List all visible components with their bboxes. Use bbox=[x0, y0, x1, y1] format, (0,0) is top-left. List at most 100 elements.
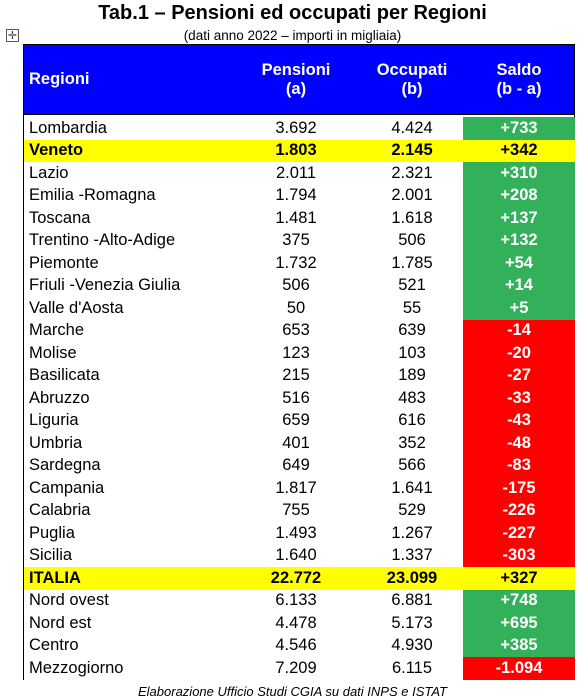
table-row: Nord est 4.478 5.173 +695 bbox=[24, 612, 575, 635]
cell-occupati: 616 bbox=[398, 411, 426, 430]
header-occupati-sub: (b) bbox=[401, 79, 423, 98]
table-row: Veneto 1.803 2.145 +342 bbox=[24, 139, 575, 162]
cell-saldo: -14 bbox=[463, 319, 575, 342]
table-row: Calabria 755 529 -226 bbox=[24, 499, 575, 522]
cell-pensioni: 22.772 bbox=[270, 568, 322, 587]
cell-pensioni: 1.493 bbox=[275, 523, 317, 542]
cell-saldo: +5 bbox=[463, 297, 575, 320]
cell-saldo: -20 bbox=[463, 342, 575, 365]
cell-regione: Sardegna bbox=[29, 456, 101, 475]
cell-regione: Emilia -Romagna bbox=[29, 186, 156, 205]
table-row: Friuli -Venezia Giulia 506 521 +14 bbox=[24, 274, 575, 297]
cell-occupati: 6.881 bbox=[391, 591, 433, 610]
table-row: Toscana 1.481 1.618 +137 bbox=[24, 207, 575, 230]
cell-pensioni: 375 bbox=[282, 231, 310, 250]
cell-regione: Veneto bbox=[29, 141, 84, 160]
cell-occupati: 4.930 bbox=[391, 636, 433, 655]
cell-pensioni: 653 bbox=[282, 321, 310, 340]
cell-saldo: -83 bbox=[463, 454, 575, 477]
cell-regione: Liguria bbox=[29, 411, 79, 430]
table-title: Tab.1 – Pensioni ed occupati per Regioni bbox=[98, 2, 487, 24]
table-subtitle: (dati anno 2022 – importi in migliaia) bbox=[183, 28, 402, 43]
cell-pensioni: 755 bbox=[282, 501, 310, 520]
cell-regione: Valle d'Aosta bbox=[29, 298, 124, 317]
cell-pensioni: 506 bbox=[282, 276, 310, 295]
cell-saldo: -303 bbox=[463, 544, 575, 567]
cell-saldo: +310 bbox=[463, 162, 575, 185]
header-saldo: Saldo (b - a) bbox=[463, 45, 575, 114]
cell-pensioni: 1.732 bbox=[275, 253, 317, 272]
cell-occupati: 1.641 bbox=[391, 478, 433, 497]
cell-regione: Marche bbox=[29, 321, 85, 340]
cell-saldo: +14 bbox=[463, 274, 575, 297]
cell-pensioni: 649 bbox=[282, 456, 310, 475]
table-row: Campania 1.817 1.641 -175 bbox=[24, 477, 575, 500]
cell-occupati: 639 bbox=[398, 321, 426, 340]
cell-saldo: +342 bbox=[463, 139, 575, 162]
table-row: Mezzogiorno 7.209 6.115 -1.094 bbox=[24, 657, 575, 680]
cell-pensioni: 123 bbox=[282, 343, 310, 362]
cell-occupati: 521 bbox=[398, 276, 426, 295]
table-row: Centro 4.546 4.930 +385 bbox=[24, 634, 575, 657]
cell-pensioni: 1.794 bbox=[275, 186, 317, 205]
cell-saldo: +385 bbox=[463, 634, 575, 657]
table-row: Lombardia 3.692 4.424 +733 bbox=[24, 117, 575, 140]
table-row: Trentino -Alto-Adige 375 506 +132 bbox=[24, 229, 575, 252]
table-row: Abruzzo 516 483 -33 bbox=[24, 387, 575, 410]
cell-regione: Puglia bbox=[29, 523, 75, 542]
cell-occupati: 2.321 bbox=[391, 163, 433, 182]
cell-occupati: 1.267 bbox=[391, 523, 433, 542]
cell-saldo: +748 bbox=[463, 589, 575, 612]
move-cross-icon[interactable]: ✛ bbox=[6, 29, 19, 42]
table-row: Emilia -Romagna 1.794 2.001 +208 bbox=[24, 184, 575, 207]
cell-pensioni: 215 bbox=[282, 366, 310, 385]
table-row: Molise 123 103 -20 bbox=[24, 342, 575, 365]
cell-occupati: 23.099 bbox=[386, 568, 438, 587]
cell-occupati: 103 bbox=[398, 343, 426, 362]
cell-saldo: -175 bbox=[463, 477, 575, 500]
cell-regione: Lombardia bbox=[29, 118, 107, 137]
cell-occupati: 6.115 bbox=[391, 658, 433, 677]
cell-saldo: +137 bbox=[463, 207, 575, 230]
cell-regione: Mezzogiorno bbox=[29, 658, 124, 677]
cell-occupati: 506 bbox=[398, 231, 426, 250]
cell-saldo: -43 bbox=[463, 409, 575, 432]
table-header: Regioni Pensioni (a) Occupati (b) Saldo … bbox=[24, 45, 574, 115]
table-row: Basilicata 215 189 -27 bbox=[24, 364, 575, 387]
cell-occupati: 1.618 bbox=[391, 208, 433, 227]
cell-pensioni: 659 bbox=[282, 411, 310, 430]
header-pensioni-label: Pensioni bbox=[261, 60, 331, 79]
header-regioni: Regioni bbox=[29, 45, 229, 114]
cell-occupati: 4.424 bbox=[391, 118, 433, 137]
cell-regione: Trentino -Alto-Adige bbox=[29, 231, 176, 250]
cell-saldo: +54 bbox=[463, 252, 575, 275]
cell-pensioni: 401 bbox=[282, 433, 310, 452]
cell-occupati: 529 bbox=[398, 501, 426, 520]
cell-pensioni: 50 bbox=[286, 298, 306, 317]
cell-saldo: +695 bbox=[463, 612, 575, 635]
cell-saldo: -27 bbox=[463, 364, 575, 387]
table-row: Piemonte 1.732 1.785 +54 bbox=[24, 252, 575, 275]
cell-regione: ITALIA bbox=[29, 568, 81, 587]
cell-pensioni: 3.692 bbox=[275, 118, 317, 137]
cell-saldo: -48 bbox=[463, 432, 575, 455]
cell-regione: Basilicata bbox=[29, 366, 100, 385]
cell-occupati: 566 bbox=[398, 456, 426, 475]
cell-occupati: 5.173 bbox=[391, 613, 433, 632]
header-pensioni: Pensioni (a) bbox=[241, 45, 351, 114]
cell-occupati: 2.001 bbox=[391, 186, 433, 205]
cell-pensioni: 4.546 bbox=[275, 636, 317, 655]
cell-saldo: -226 bbox=[463, 499, 575, 522]
cell-pensioni: 1.817 bbox=[275, 478, 317, 497]
cell-occupati: 2.145 bbox=[391, 141, 433, 160]
cell-occupati: 55 bbox=[402, 298, 422, 317]
table-body: Lombardia 3.692 4.424 +733 Veneto 1.803 2.145 +… bbox=[24, 117, 575, 680]
cell-pensioni: 1.803 bbox=[275, 141, 317, 160]
header-saldo-label: Saldo bbox=[496, 60, 542, 79]
cell-saldo: -33 bbox=[463, 387, 575, 410]
table-row: Sicilia 1.640 1.337 -303 bbox=[24, 544, 575, 567]
cell-regione: Campania bbox=[29, 478, 105, 497]
cell-regione: Abruzzo bbox=[29, 388, 90, 407]
cell-pensioni: 7.209 bbox=[275, 658, 317, 677]
cell-occupati: 1.337 bbox=[391, 546, 433, 565]
